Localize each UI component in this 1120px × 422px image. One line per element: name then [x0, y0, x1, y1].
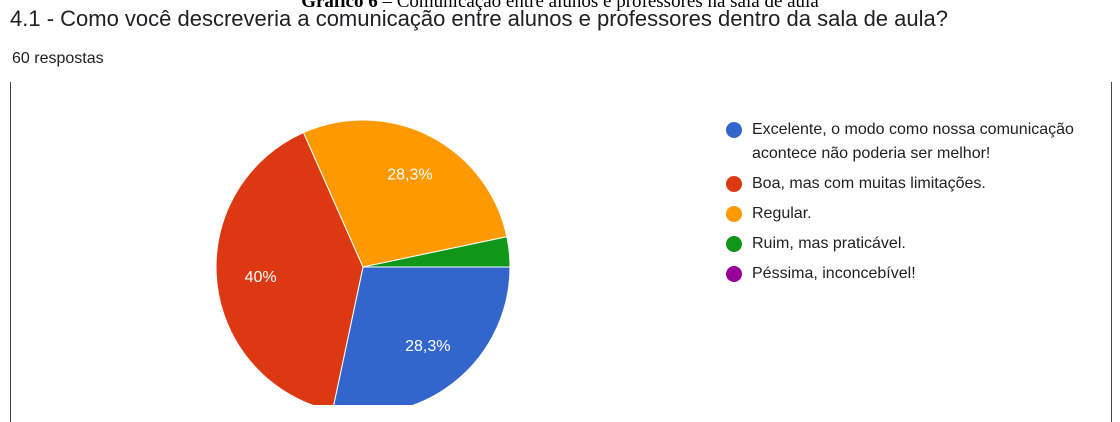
pie-slice [362, 236, 511, 268]
legend-item: Ruim, mas praticável. [726, 232, 1106, 256]
legend-item: Regular. [726, 202, 1106, 226]
pie-slice [333, 266, 511, 405]
legend-swatch [726, 266, 742, 282]
response-count: 60 respostas [12, 50, 104, 67]
legend-label: Excelente, o modo como nossa comunicação… [752, 121, 1074, 162]
legend-item: Boa, mas com muitas limitações. [726, 172, 1106, 196]
legend-label: Boa, mas com muitas limitações. [752, 175, 986, 192]
legend-swatch [726, 176, 742, 192]
frame [10, 82, 1112, 422]
pie-slice [302, 119, 508, 268]
legend: Excelente, o modo como nossa comunicação… [726, 118, 1106, 292]
legend-item: Péssima, inconcebível! [726, 262, 1106, 286]
question-title: 4.1 - Como você descreveria a comunicaçã… [10, 6, 948, 31]
caption: Gráfico 6 – Comunicação entre alunos e p… [0, 0, 1120, 13]
legend-label: Regular. [752, 205, 812, 222]
pie-chart: 28,3% 40% 28,3% [215, 119, 511, 405]
slice-label: 28,3% [387, 167, 432, 184]
caption-label: Gráfico 6 [301, 0, 378, 12]
slice-label: 28,3% [405, 338, 450, 355]
legend-label: Ruim, mas praticável. [752, 235, 906, 252]
pie-slice [215, 131, 364, 405]
caption-text: – Comunicação entre alunos e professores… [382, 0, 819, 12]
legend-swatch [726, 236, 742, 252]
slice-label: 40% [245, 269, 277, 286]
legend-label: Péssima, inconcebível! [752, 265, 916, 282]
legend-swatch [726, 206, 742, 222]
legend-swatch [726, 122, 742, 138]
legend-item: Excelente, o modo como nossa comunicação… [726, 118, 1106, 166]
